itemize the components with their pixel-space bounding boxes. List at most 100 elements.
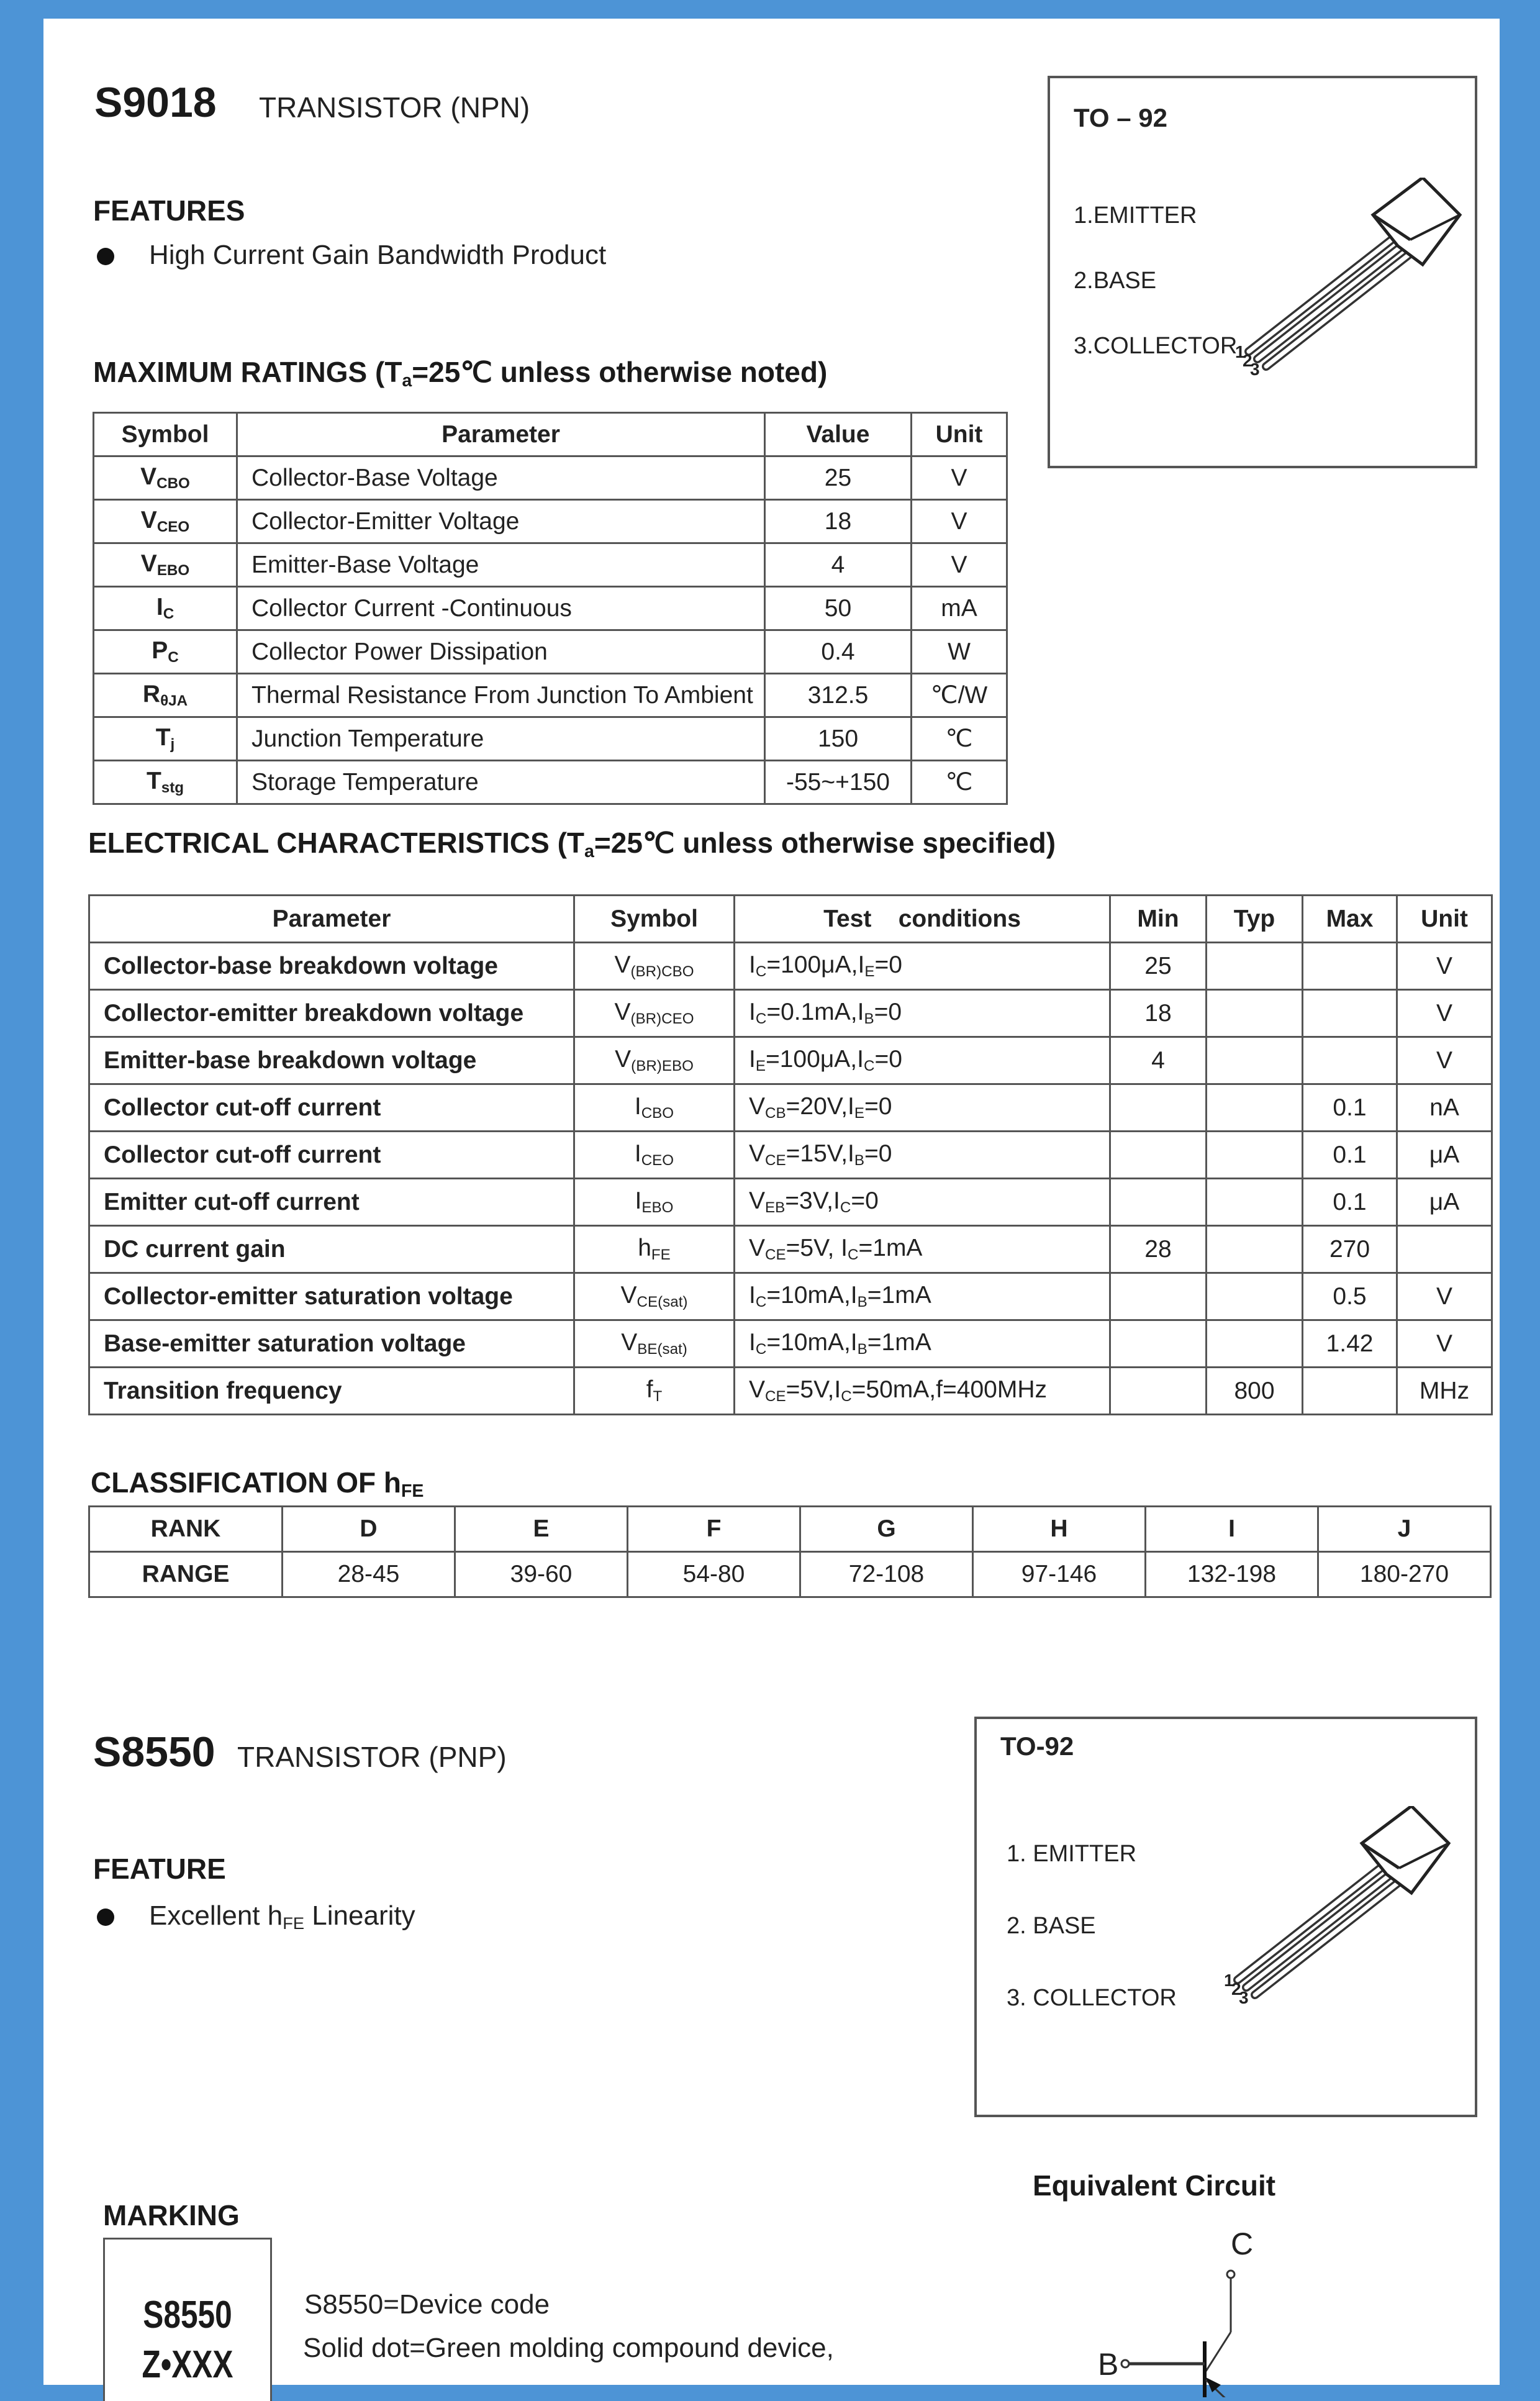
marking-heading: MARKING <box>103 2199 240 2231</box>
parameter-cell: Thermal Resistance From Junction To Ambi… <box>236 673 766 718</box>
typ-cell <box>1205 1272 1303 1321</box>
range-cell: 132-198 <box>1144 1551 1319 1598</box>
column-header: Typ <box>1205 894 1303 943</box>
rank-cell: E <box>454 1505 628 1553</box>
unit-cell: V <box>1396 1272 1493 1321</box>
base-label: B <box>1098 2347 1118 2382</box>
typ-cell <box>1205 1319 1303 1368</box>
table-row: Collector-base breakdown voltage V(BR)CBO… <box>88 942 1493 991</box>
feature-item: High Current Gain Bandwidth Product <box>97 240 606 271</box>
max-cell: 0.5 <box>1302 1272 1398 1321</box>
range-cell: 39-60 <box>454 1551 628 1598</box>
typ-cell <box>1205 1178 1303 1227</box>
parameter-cell: Transition frequency <box>88 1366 575 1415</box>
table-header-row: Parameter Symbol Test conditions Min Typ Max U… <box>88 894 1493 943</box>
table-row: Base-emitter saturation voltage VBE(sat) I… <box>88 1319 1493 1368</box>
rank-cell: D <box>281 1505 456 1553</box>
pnp-transistor-symbol-icon: C B <box>1098 2226 1253 2397</box>
test-conditions-cell: VEB=3V,IC=0 <box>733 1178 1111 1227</box>
parameter-cell: Collector-Base Voltage <box>236 455 766 501</box>
hfe-classification-table: RANK D E F G H I J RANGE 28-45 39-60 54-80 72-108 97-… <box>88 1505 1492 1598</box>
pin-label: 2.BASE <box>1074 268 1157 294</box>
parameter-cell: Collector-emitter saturation voltage <box>88 1272 575 1321</box>
min-cell <box>1109 1178 1207 1227</box>
max-cell: 0.1 <box>1302 1083 1398 1132</box>
marking-chip: S8550 Z•XXX <box>103 2238 272 2401</box>
max-cell: 0.1 <box>1302 1130 1398 1179</box>
parameter-cell: Collector-Emitter Voltage <box>236 499 766 544</box>
part-type-s9018: TRANSISTOR (NPN) <box>259 91 530 124</box>
symbol-cell: Tstg <box>93 760 238 805</box>
table-row: VCBO Collector-Base Voltage 25 V <box>93 455 1008 501</box>
max-cell: 0.1 <box>1302 1178 1398 1227</box>
package-body <box>1370 178 1462 267</box>
unit-cell: nA <box>1396 1083 1493 1132</box>
parameter-cell: Collector Power Dissipation <box>236 629 766 674</box>
symbol-cell: IEBO <box>573 1178 735 1227</box>
lead-number: 2 <box>1243 351 1252 370</box>
range-cell: 28-45 <box>281 1551 456 1598</box>
part-type-s8550: TRANSISTOR (PNP) <box>237 1741 507 1773</box>
symbol-cell: RθJA <box>93 673 238 718</box>
feature-heading: FEATURE <box>93 1853 226 1885</box>
collector-label: C <box>1231 2226 1253 2261</box>
datasheet-page: S9018 TRANSISTOR (NPN) FEATURES High Cur… <box>43 19 1500 2401</box>
unit-cell <box>1396 1225 1493 1274</box>
unit-cell: mA <box>910 586 1008 631</box>
table-row: Collector cut-off current ICBO VCB=20V,IE=… <box>88 1083 1493 1132</box>
range-row: RANGE 28-45 39-60 54-80 72-108 97-146 132-198 1… <box>88 1551 1492 1598</box>
max-cell: 270 <box>1302 1225 1398 1274</box>
symbol-cell: ICEO <box>573 1130 735 1179</box>
parameter-cell: Emitter-Base Voltage <box>236 542 766 588</box>
parameter-cell: Collector-emitter breakdown voltage <box>88 989 575 1038</box>
test-conditions-cell: VCE=5V, IC=1mA <box>733 1225 1111 1274</box>
pin-label: 3.COLLECTOR <box>1074 333 1238 359</box>
symbol-cell: VBE(sat) <box>573 1319 735 1368</box>
table-row: IC Collector Current -Continuous 50 mA <box>93 586 1008 631</box>
table-row: PC Collector Power Dissipation 0.4 W <box>93 629 1008 674</box>
test-conditions-cell: IC=10mA,IB=1mA <box>733 1319 1111 1368</box>
unit-cell: V <box>910 499 1008 544</box>
unit-cell: MHz <box>1396 1366 1493 1415</box>
column-header: Unit <box>910 412 1008 457</box>
typ-cell <box>1205 1130 1303 1179</box>
value-cell: 4 <box>764 542 912 588</box>
symbol-cell: V(BR)CEO <box>573 989 735 1038</box>
column-header: Max <box>1302 894 1398 943</box>
range-cell: 180-270 <box>1317 1551 1492 1598</box>
table-row: Collector-emitter saturation voltage VCE(… <box>88 1272 1493 1321</box>
unit-cell: ℃/W <box>910 673 1008 718</box>
table-row: Emitter cut-off current IEBO VEB=3V,IC=0 0.… <box>88 1178 1493 1227</box>
electrical-characteristics-table: Parameter Symbol Test conditions Min Typ Max U… <box>88 894 1493 1415</box>
table-row: Collector-emitter breakdown voltage V(BR)… <box>88 989 1493 1038</box>
electrical-heading: ELECTRICAL CHARACTERISTICS (Ta=25℃ unles… <box>88 827 1056 862</box>
column-header: Unit <box>1396 894 1493 943</box>
value-cell: 150 <box>764 716 912 761</box>
lead-number: 1 <box>1224 1971 1234 1990</box>
marking-device-code: S8550 <box>143 2294 232 2336</box>
unit-cell: W <box>910 629 1008 674</box>
rank-row: RANK D E F G H I J <box>88 1505 1492 1553</box>
value-cell: 18 <box>764 499 912 544</box>
package-title: TO – 92 <box>1074 103 1167 132</box>
column-header: Parameter <box>88 894 575 943</box>
parameter-cell: Storage Temperature <box>236 760 766 805</box>
unit-cell: V <box>910 542 1008 588</box>
column-header: Symbol <box>573 894 735 943</box>
symbol-cell: V(BR)CBO <box>573 942 735 991</box>
symbol-cell: V(BR)EBO <box>573 1036 735 1085</box>
table-row: Emitter-base breakdown voltage V(BR)EBO IE… <box>88 1036 1493 1085</box>
range-cell: 97-146 <box>972 1551 1146 1598</box>
column-header: Value <box>764 412 912 457</box>
table-row: RθJA Thermal Resistance From Junction To … <box>93 673 1008 718</box>
parameter-cell: DC current gain <box>88 1225 575 1274</box>
max-ratings-heading: MAXIMUM RATINGS (Ta=25℃ unless otherwise… <box>93 356 828 391</box>
symbol-cell: Tj <box>93 716 238 761</box>
lead-number: 3 <box>1239 1988 1249 2007</box>
table-row: DC current gain hFE VCE=5V, IC=1mA 28 270 <box>88 1225 1493 1274</box>
min-cell: 28 <box>1109 1225 1207 1274</box>
symbol-cell: PC <box>93 629 238 674</box>
parameter-cell: Junction Temperature <box>236 716 766 761</box>
symbol-cell: VEBO <box>93 542 238 588</box>
